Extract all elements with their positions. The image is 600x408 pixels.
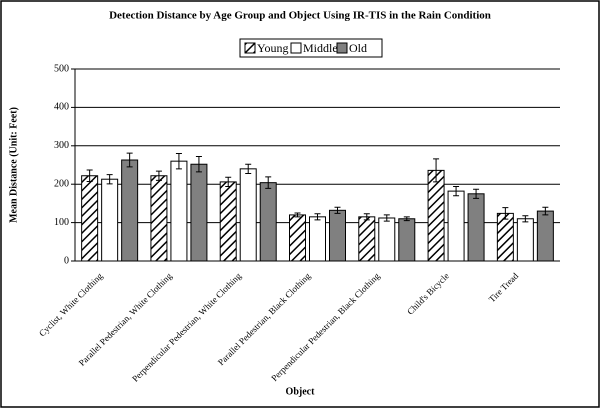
bar [398, 218, 416, 262]
error-bar [294, 212, 301, 218]
error-bar [453, 186, 460, 197]
bar [309, 216, 326, 262]
bar [378, 217, 396, 262]
y-axis-title: Mean Distance (Unit: Feet) [8, 107, 19, 223]
y-tick-label: 500 [54, 63, 69, 74]
y-tick-label: 0 [64, 255, 69, 266]
bar [516, 218, 534, 262]
bar [536, 210, 554, 262]
bar [121, 159, 139, 262]
legend-swatch [290, 42, 302, 54]
bar [427, 169, 445, 262]
error-bar [86, 169, 93, 183]
bar [259, 182, 277, 262]
error-bar [175, 152, 182, 170]
error-bar [126, 152, 133, 168]
y-tick-label: 200 [54, 178, 69, 189]
error-bar [245, 163, 252, 174]
bar [101, 178, 119, 262]
y-tick-label: 400 [54, 102, 69, 113]
legend-label: Middle [303, 41, 338, 55]
error-bar [542, 206, 549, 216]
error-bar [363, 213, 370, 221]
error-bar [433, 158, 440, 183]
error-bar [106, 174, 113, 185]
error-bar [502, 207, 509, 220]
legend-swatch [244, 42, 256, 54]
bar [358, 216, 376, 262]
error-bar [265, 176, 272, 189]
y-tick-label: 300 [54, 140, 69, 151]
error-bar [225, 176, 232, 188]
chart-title: Detection Distance by Age Group and Obje… [109, 10, 491, 22]
legend-label: Old [349, 41, 367, 55]
error-bar [155, 170, 162, 181]
error-bar [473, 188, 480, 199]
x-axis-title: Object [286, 386, 316, 397]
bar [150, 175, 168, 262]
bar [190, 163, 208, 262]
error-bar [334, 206, 341, 214]
legend-swatch [336, 42, 348, 54]
bar [219, 181, 237, 262]
bar [467, 193, 485, 262]
bar [329, 209, 346, 262]
bar [239, 168, 257, 262]
error-bar [383, 214, 390, 222]
bar [170, 160, 188, 262]
bar [289, 214, 306, 262]
y-tick-label: 100 [54, 217, 69, 228]
legend-label: Young [257, 41, 288, 55]
error-bar [195, 156, 202, 173]
error-bar [522, 215, 529, 223]
bar [496, 212, 514, 262]
bar [447, 190, 465, 262]
error-bar [314, 213, 321, 221]
error-bar [403, 216, 410, 222]
bar [81, 175, 99, 262]
